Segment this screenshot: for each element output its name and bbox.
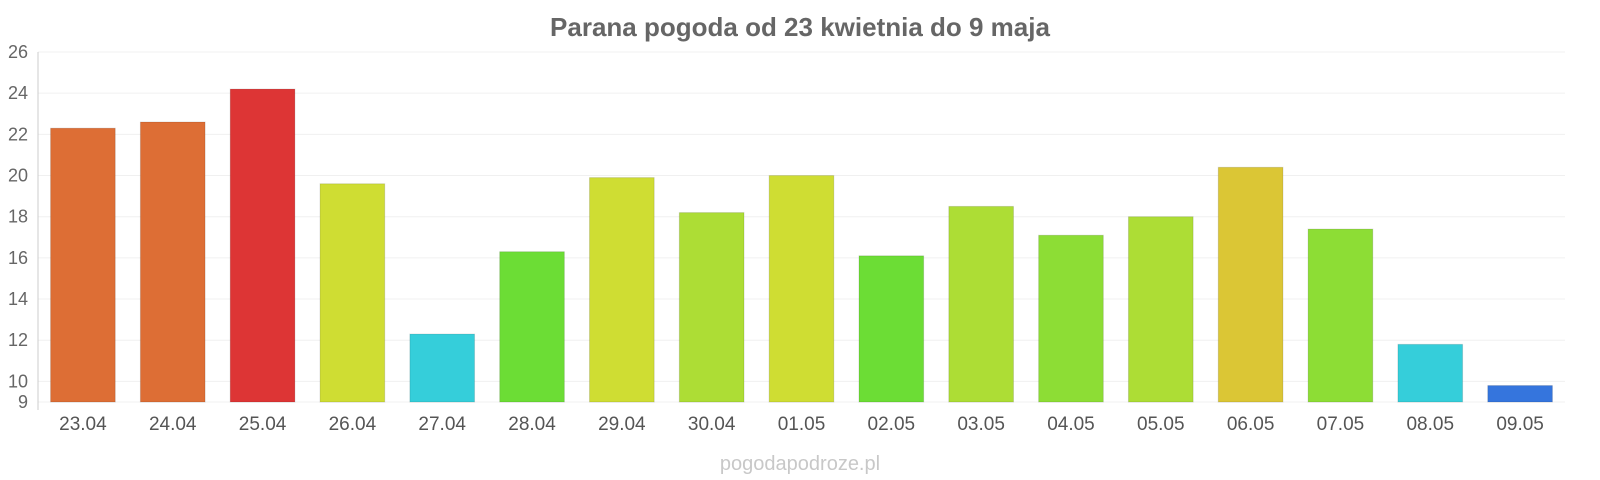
bar-01.05 [768, 175, 835, 403]
bar-28.04 [499, 251, 565, 403]
y-tick-label: 26 [8, 42, 28, 62]
bar-05.05 [1127, 216, 1194, 403]
x-tick-label: 29.04 [598, 414, 646, 435]
y-tick-label: 22 [8, 124, 28, 144]
y-tick-label: 16 [8, 248, 28, 268]
bar-29.04 [589, 177, 655, 403]
bars [50, 88, 1553, 403]
x-tick-label: 25.04 [239, 414, 287, 435]
bar-26.04 [319, 183, 386, 403]
x-tick-label: 05.05 [1137, 414, 1185, 435]
x-tick-label: 26.04 [329, 414, 377, 435]
x-tick-label: 23.04 [59, 414, 107, 435]
bar-06.05 [1217, 166, 1284, 403]
y-tick-label: 9 [18, 392, 28, 412]
watermark: pogodapodroze.pl [720, 453, 880, 475]
x-tick-label: 30.04 [688, 414, 736, 435]
x-tick-label: 01.05 [778, 414, 826, 435]
x-tick-label: 24.04 [149, 414, 197, 435]
x-tick-label: 28.04 [508, 414, 556, 435]
x-tick-label: 27.04 [418, 414, 466, 435]
y-axis-ticks: 910 12 14 16 18 20 22 24 26 [8, 42, 28, 412]
bar-02.05 [858, 255, 925, 403]
bar-25.04 [229, 88, 296, 403]
x-tick-label: 08.05 [1406, 414, 1454, 435]
bar-30.04 [678, 212, 745, 403]
y-tick-label: 14 [8, 289, 28, 309]
x-axis-ticks: 23.04 24.04 25.04 26.04 27.04 28.04 29.04 30.04… [59, 414, 1544, 435]
bar-03.05 [948, 205, 1014, 403]
bar-23.04 [50, 127, 116, 403]
bar-07.05 [1307, 228, 1374, 403]
bar-08.05 [1397, 343, 1464, 403]
x-tick-label: 06.05 [1227, 414, 1275, 435]
x-tick-label: 04.05 [1047, 414, 1095, 435]
y-tick-label: 24 [8, 83, 28, 103]
bar-27.04 [409, 333, 476, 403]
x-tick-label: 07.05 [1317, 414, 1365, 435]
x-tick-label: 09.05 [1496, 414, 1544, 435]
x-tick-label: 02.05 [868, 414, 916, 435]
bar-09.05 [1487, 385, 1553, 403]
bar-04.05 [1038, 234, 1104, 403]
x-tick-label: 03.05 [957, 414, 1005, 435]
bar-24.04 [139, 121, 206, 403]
y-tick-label: 12 [8, 330, 28, 350]
y-tick-label: 18 [8, 207, 28, 227]
chart-title: Parana pogoda od 23 kwietnia do 9 maja [550, 12, 1050, 42]
y-tick-label: 10 [8, 371, 28, 391]
y-tick-label: 20 [8, 166, 28, 186]
